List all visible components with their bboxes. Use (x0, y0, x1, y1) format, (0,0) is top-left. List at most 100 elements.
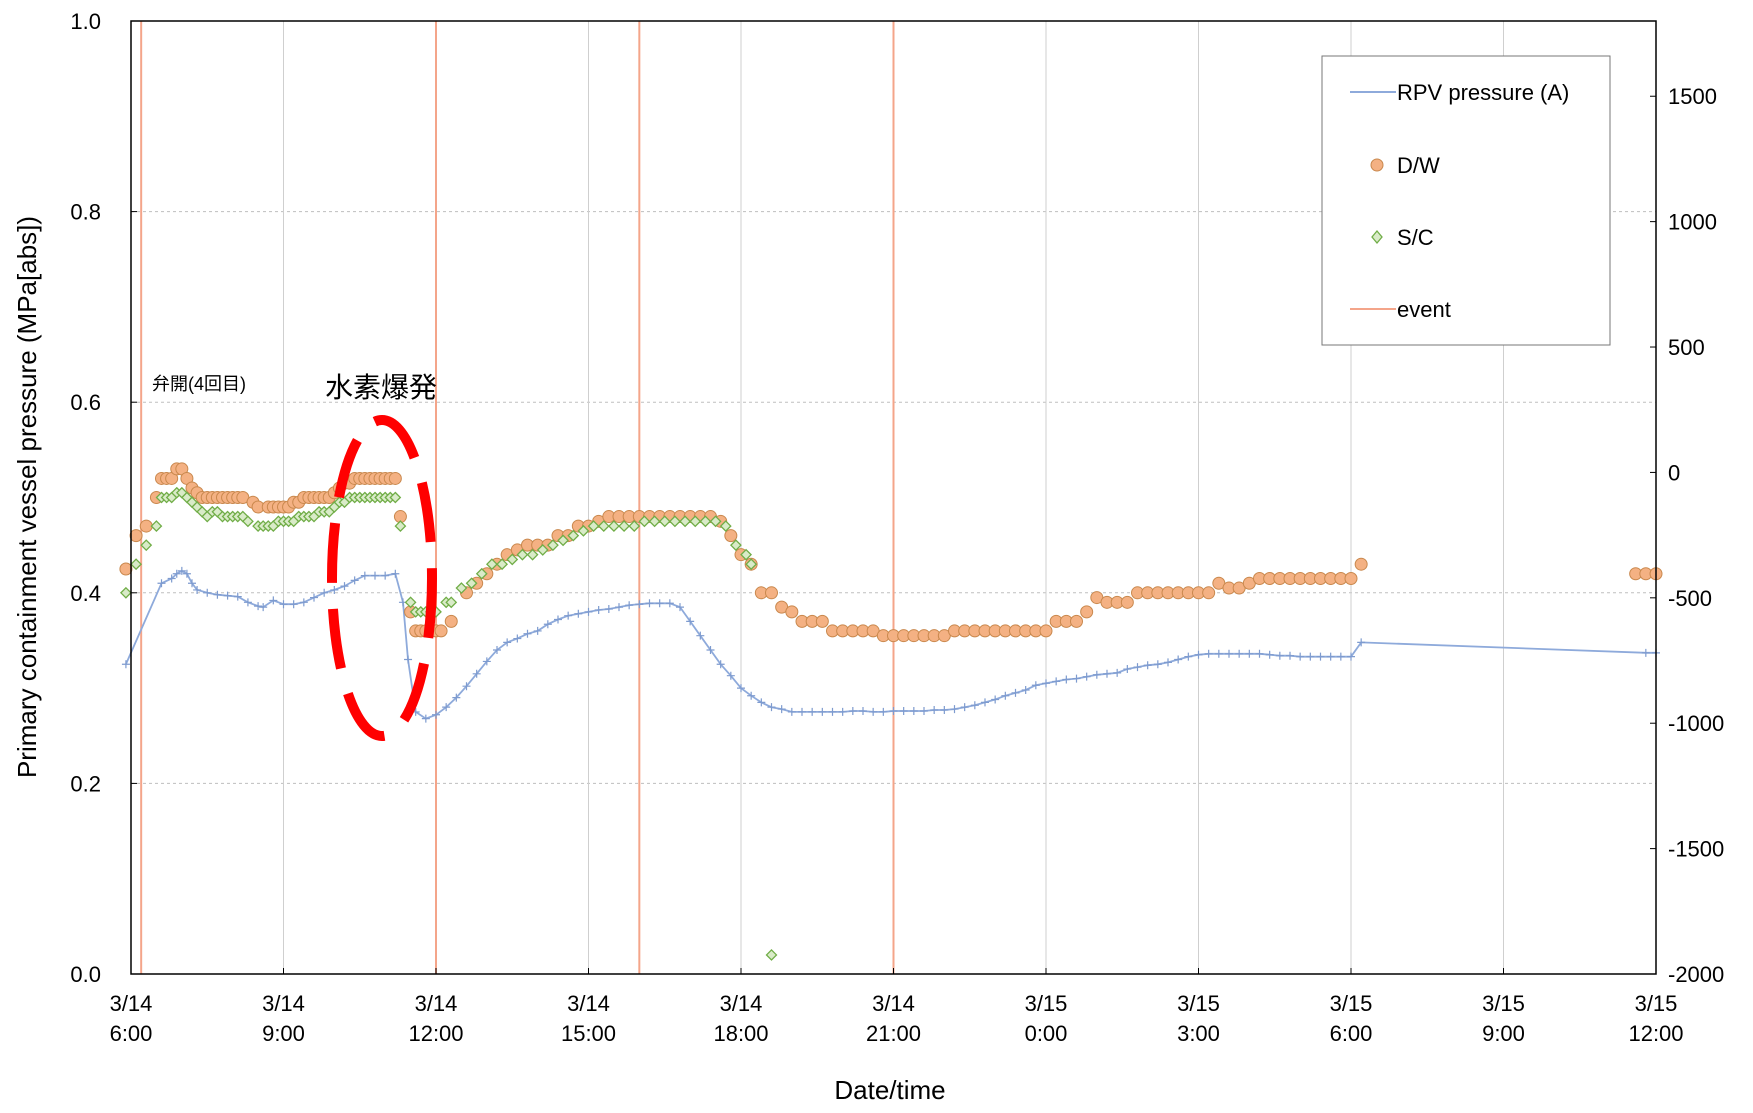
dw-point (724, 529, 738, 543)
rpv-point (960, 703, 969, 712)
rpv-point (1194, 650, 1203, 659)
rpv-point (818, 707, 827, 716)
rpv-point (503, 638, 512, 647)
sc-point (546, 539, 559, 552)
rpv-point (889, 706, 898, 715)
rpv-point (920, 706, 928, 715)
sc-point (648, 515, 661, 528)
rpv-point (482, 657, 491, 666)
rpv-point (1245, 649, 1254, 658)
rpv-point (1001, 691, 1010, 700)
sc-point (526, 548, 539, 561)
rpv-point (350, 576, 359, 585)
sc-point (485, 558, 498, 571)
rpv-point (1316, 652, 1325, 661)
y-tick-label: 1.0 (70, 9, 101, 34)
rpv-point (1082, 672, 1091, 681)
rpv-point (1143, 661, 1152, 670)
rpv-point (1123, 665, 1132, 674)
rpv-point (472, 669, 481, 678)
rpv-point (172, 569, 181, 578)
sc-point (618, 520, 631, 533)
rpv-point (635, 600, 644, 609)
rpv-point (787, 707, 796, 716)
rpv-point (940, 706, 949, 715)
rpv-point (1153, 660, 1162, 669)
y2-axis-ticks: -2000 -1500 -1000 -500 0 500 1000 1500 (1650, 84, 1724, 987)
legend-sc-label: S/C (1397, 225, 1434, 250)
y-tick-label: 0.4 (70, 581, 101, 606)
rpv-point (121, 660, 130, 669)
sc-point (628, 520, 641, 533)
sc-point (668, 515, 681, 528)
rpv-point (360, 571, 369, 580)
rpv-point (1174, 655, 1183, 664)
rpv-point (330, 585, 339, 594)
rpv-point (737, 684, 745, 693)
rpv-point (1204, 649, 1213, 658)
rpv-point (1255, 649, 1264, 658)
rpv-point (1296, 652, 1305, 661)
rpv-point (1103, 669, 1111, 678)
rpv-point (828, 707, 837, 716)
rpv-point (1336, 652, 1345, 661)
y-tick-label: 0.8 (70, 200, 101, 225)
sc-point (130, 558, 143, 571)
rpv-point (798, 707, 806, 716)
rpv-point (177, 566, 186, 575)
explosion-highlight-ellipse (327, 415, 437, 741)
rpv-point (615, 603, 623, 612)
x-tick-label-date: 3/15 (1635, 991, 1678, 1016)
sc-point (709, 515, 722, 528)
rpv-point (747, 691, 756, 700)
rpv-point (655, 599, 664, 608)
rpv-point (289, 600, 298, 609)
rpv-point (188, 579, 196, 588)
rpv-point (404, 655, 413, 664)
rpv-point (767, 703, 776, 712)
sc-point (475, 567, 488, 580)
dw-point (785, 605, 799, 619)
rpv-point (777, 705, 786, 714)
rpv-point (462, 682, 471, 691)
rpv-point (584, 607, 593, 616)
rpv-point (1641, 648, 1650, 657)
y2-tick-label: -500 (1668, 586, 1712, 611)
rpv-point (1275, 651, 1284, 660)
y-tick-label: 0.2 (70, 771, 101, 796)
rpv-point (909, 706, 918, 715)
sc-point (465, 577, 478, 590)
legend-sc-diamond-swatch (1371, 229, 1383, 245)
rpv-point (1357, 638, 1366, 647)
rpv-point (1133, 663, 1142, 672)
rpv-point (879, 707, 888, 716)
rpv-point (1286, 651, 1294, 660)
dw-point (1120, 595, 1134, 609)
sc-point (679, 515, 692, 528)
rpv-point (1031, 681, 1040, 690)
rpv-point (1011, 688, 1020, 697)
y2-tick-label: 0 (1668, 460, 1680, 485)
y2-tick-label: 1000 (1668, 210, 1717, 235)
dw-point (1070, 614, 1083, 628)
rpv-point (157, 579, 166, 588)
rpv-point (371, 571, 379, 580)
rpv-point (269, 596, 278, 605)
x-tick-label-time: 12:00 (408, 1021, 463, 1046)
rpv-point (757, 698, 766, 707)
sc-point (587, 520, 600, 533)
rpv-point (452, 693, 461, 702)
sc-point (597, 520, 610, 533)
rpv-point (1235, 649, 1244, 658)
rpv-point (665, 599, 674, 608)
dw-point (119, 562, 133, 576)
rpv-point (391, 569, 400, 578)
rpv-point (838, 707, 847, 716)
legend-dw-label: D/W (1397, 153, 1440, 178)
rpv-point (1164, 658, 1172, 667)
dw-point (1354, 557, 1368, 571)
dw-point (129, 529, 143, 543)
rpv-point (950, 705, 959, 714)
dw-point (388, 471, 402, 485)
